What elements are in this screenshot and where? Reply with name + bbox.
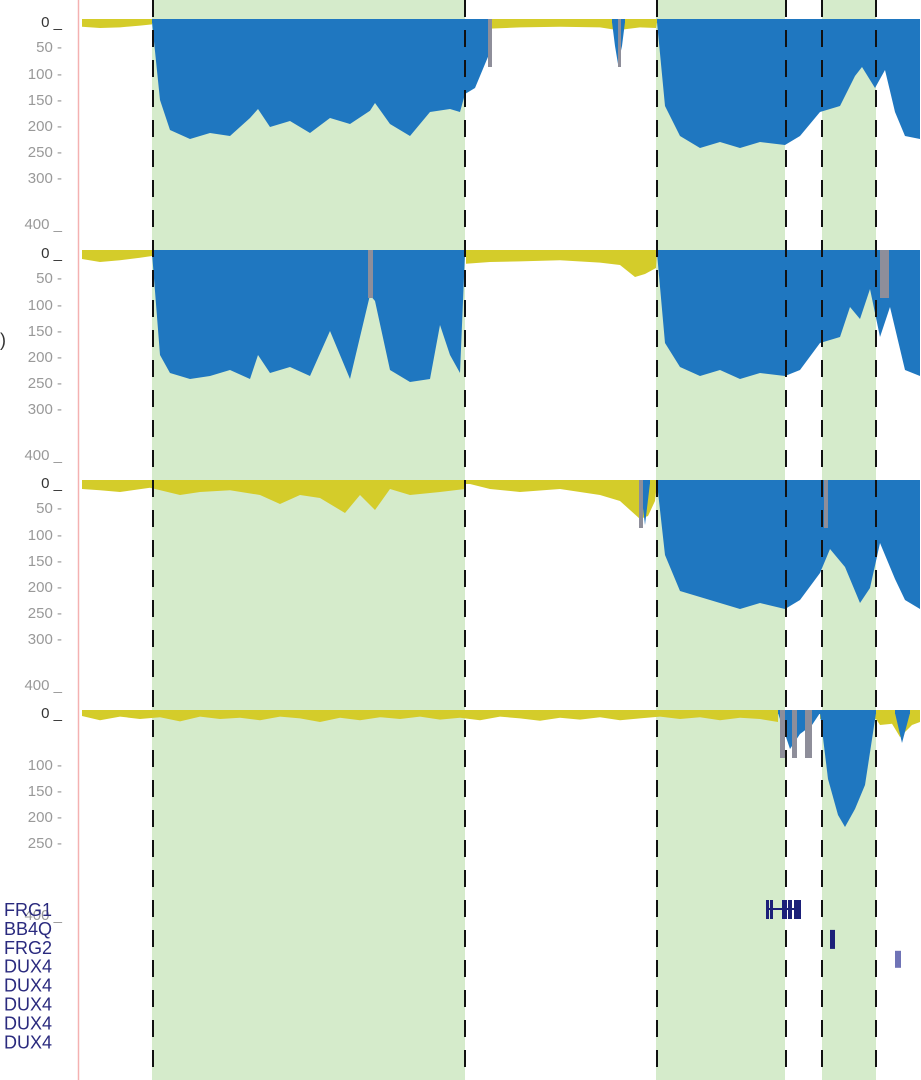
gene-exon: [770, 900, 773, 919]
axis-tick-label: 400 _: [24, 216, 62, 233]
truncated-side-text: ): [0, 330, 6, 350]
gap-bar: [639, 480, 643, 528]
gap-bar: [880, 250, 889, 298]
gap-bar: [488, 19, 492, 67]
above-baseline-area: [82, 22, 657, 31]
below-baseline-area: [895, 713, 910, 743]
axis-tick-label: 250 -: [28, 375, 62, 392]
axis-tick-label: 0 _: [41, 14, 63, 31]
gene-exon: [782, 900, 787, 919]
axis-tick-label: 150 -: [28, 783, 62, 800]
axis-tick-label: 400 _: [24, 907, 62, 924]
below-baseline-area: [657, 22, 920, 148]
above-baseline-band: [82, 710, 920, 714]
below-baseline-band: [640, 480, 650, 484]
gene-label: FRG1: [4, 900, 52, 920]
below-baseline-area: [820, 713, 876, 827]
below-baseline-band: [657, 250, 920, 254]
coverage-track-4: 0 _ 100 - 150 - 200 - 250 - 400 _: [24, 705, 920, 924]
gene-exon: [830, 929, 835, 949]
axis-tick-label: 200 -: [28, 349, 62, 366]
gene-label: BB4Q: [4, 919, 52, 939]
gap-bar: [805, 710, 812, 758]
axis-tick-label: 0 _: [41, 245, 63, 262]
gene-label: DUX4: [4, 995, 52, 1015]
axis-tick-label: 400 _: [24, 447, 62, 464]
axis-tick-label: 150 -: [28, 553, 62, 570]
axis-tick-label: 100 -: [28, 527, 62, 544]
axis-tick-label: 250 -: [28, 835, 62, 852]
axis-tick-label: 100 -: [28, 297, 62, 314]
below-baseline-band: [152, 19, 490, 23]
below-baseline-area: [657, 483, 920, 609]
below-baseline-area: [657, 253, 920, 379]
axis-tick-label: 50 -: [36, 39, 62, 56]
axis-tick-label: 150 -: [28, 323, 62, 340]
gene-label: DUX4: [4, 1013, 52, 1033]
axis-tick-label: 250 -: [28, 605, 62, 622]
below-baseline-band: [820, 710, 876, 714]
axis-tick-label: 400 _: [24, 677, 62, 694]
axis-tick-label: 300 -: [28, 170, 62, 187]
below-baseline-band: [657, 480, 920, 484]
coverage-track-1: 0 _ 50 - 100 - 150 - 200 - 250 - 300 - 400 _: [24, 14, 920, 233]
axis-tick-label: 100 -: [28, 66, 62, 83]
below-baseline-area: [152, 22, 490, 139]
below-baseline-band: [778, 710, 820, 714]
gap-bar: [618, 19, 621, 67]
gap-bar: [780, 710, 785, 758]
axis-tick-label: 150 -: [28, 92, 62, 109]
gene-label: FRG2: [4, 938, 52, 958]
below-baseline-band: [657, 19, 920, 23]
below-baseline-band: [895, 710, 910, 714]
gene-exon: [895, 950, 901, 968]
above-baseline-area: [82, 253, 657, 277]
coverage-tracks: 0 _50 -100 -150 -200 -250 -300 -400 _0 _…: [24, 14, 920, 924]
gene-exon: [766, 900, 769, 919]
gap-bar: [792, 710, 797, 758]
axis-tick-label: 100 -: [28, 757, 62, 774]
coverage-track-3: 0 _ 50 - 100 - 150 - 200 - 250 - 300 - 400 _: [24, 475, 920, 694]
axis-tick-label: 200 -: [28, 809, 62, 826]
above-baseline-band: [82, 480, 657, 484]
gene-exon: [794, 900, 798, 919]
gene-exon: [798, 900, 801, 919]
axis-tick-label: 300 -: [28, 631, 62, 648]
gap-bar: [824, 480, 828, 528]
axis-tick-label: 200 -: [28, 579, 62, 596]
axis-tick-label: 0 _: [41, 475, 63, 492]
below-baseline-area: [152, 253, 465, 382]
gene-label: DUX4: [4, 957, 52, 977]
gene-label: DUX4: [4, 976, 52, 996]
axis-tick-label: 200 -: [28, 118, 62, 135]
below-baseline-band: [152, 250, 465, 254]
gene-exon: [788, 900, 792, 919]
coverage-track-2: 0 _ 50 - 100 - 150 - 200 - 250 - 300 - 400 _: [24, 245, 920, 464]
highlight-region: [152, 0, 465, 1080]
gap-bar: [368, 250, 373, 298]
axis-tick-label: 50 -: [36, 270, 62, 287]
axis-tick-label: 0 _: [41, 705, 63, 722]
axis-tick-label: 250 -: [28, 144, 62, 161]
axis-tick-label: 300 -: [28, 401, 62, 418]
axis-tick-label: 50 -: [36, 500, 62, 517]
gene-label: DUX4: [4, 1032, 52, 1052]
above-baseline-area: [82, 483, 657, 519]
